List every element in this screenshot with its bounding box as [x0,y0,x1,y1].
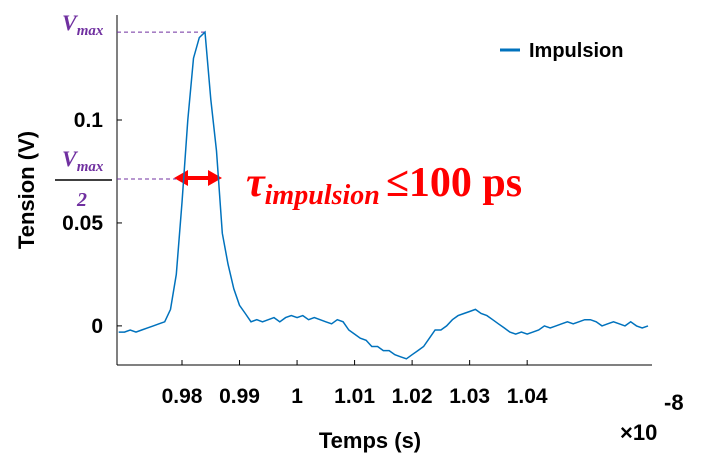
y-axis-label: Tension (V) [14,131,39,249]
tau-symbol: τ [246,160,266,206]
x-exponent-power: -8 [664,390,684,415]
x-exponent-base: ×10 [620,420,657,445]
tau-text: ≤100 ps [386,160,522,206]
arrow-head [208,170,222,186]
vmax-sub: max [77,23,104,39]
vhalf-sub: max [77,159,104,175]
vmax-label: Vmax [62,10,104,39]
x-tick-label: 1.04 [507,385,548,408]
data-line [118,30,649,360]
x-tick-label: 1.03 [449,385,490,408]
vhalf-base: V [62,146,79,171]
y-tick-label: 0.1 [74,109,104,132]
arrow-head [174,170,188,186]
legend-label: Impulsion [529,40,623,62]
vmax-base: V [62,10,79,35]
x-tick-label: 1.01 [334,385,375,408]
x-axis-label: Temps (s) [319,428,421,453]
y-tick-label: 0.05 [62,212,103,235]
x-tick-label: 1 [291,385,303,408]
x-tick-label: 1.02 [392,385,433,408]
x-tick-label: 0.99 [219,385,260,408]
x-tick-label: 0.98 [162,385,203,408]
tau-label: τimpulsion ≤100 ps [246,160,522,211]
y-tick-label: 0 [91,315,103,338]
vhalf-den: 2 [76,189,87,211]
vhalf-label: Vmax [62,146,104,175]
tau-sub: impulsion [265,180,380,211]
